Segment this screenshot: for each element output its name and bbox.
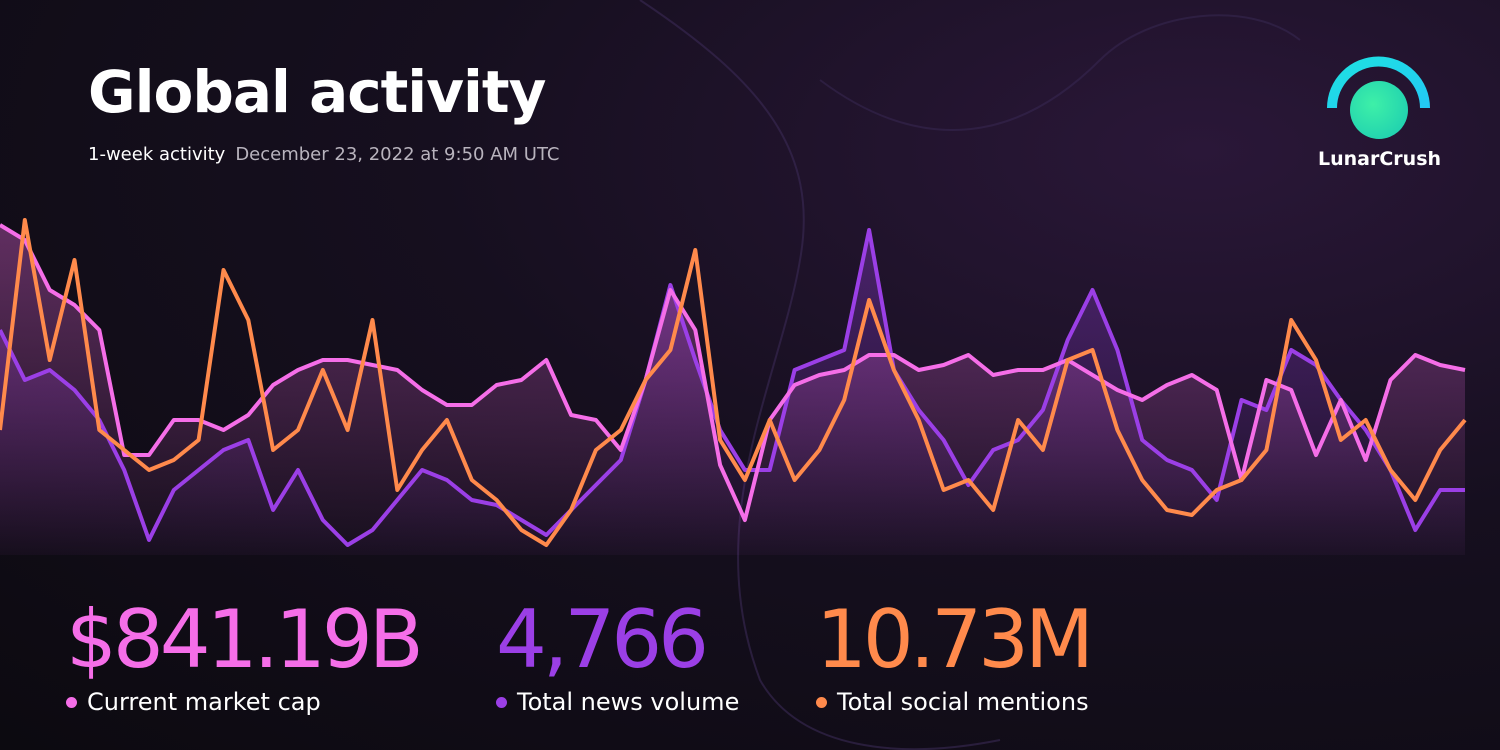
series-line bbox=[0, 218, 1467, 547]
brand: LunarCrush bbox=[1318, 148, 1442, 170]
decor-curve bbox=[639, 0, 1001, 750]
logo-moon bbox=[1350, 81, 1408, 139]
legend-entry: Total social mentions bbox=[816, 688, 1090, 716]
stat: 10.73M Total social mentions bbox=[816, 592, 1094, 716]
stat-value: 4,766 bbox=[496, 593, 709, 686]
area bbox=[0, 225, 1465, 555]
legend-dot bbox=[496, 696, 507, 708]
subtitle: 1-week activity December 23, 2022 at 9:50… bbox=[88, 144, 559, 165]
series-line bbox=[0, 228, 1465, 547]
timestamp: December 23, 2022 at 9:50 AM UTC bbox=[235, 144, 560, 165]
legend-dot bbox=[816, 696, 827, 708]
legend-dot bbox=[66, 696, 77, 708]
legend-entry: Current market cap bbox=[66, 688, 420, 716]
plot bbox=[0, 218, 1467, 555]
stat: 4,766 Total news volume bbox=[496, 592, 739, 716]
title: Global activity bbox=[88, 58, 546, 126]
stat: $841.19B Current market cap bbox=[66, 592, 424, 716]
legend-entry: Total news volume bbox=[496, 688, 739, 716]
stat-value: 10.73M bbox=[816, 593, 1094, 686]
logo-arc bbox=[1327, 56, 1430, 108]
decor-curve bbox=[819, 14, 1301, 131]
legend-label: Current market cap bbox=[87, 688, 321, 716]
stat-value: $841.19B bbox=[66, 593, 424, 686]
series-line bbox=[0, 223, 1466, 522]
period: 1-week activity bbox=[88, 144, 226, 165]
legend-label: Total social mentions bbox=[837, 688, 1089, 716]
legend-label: Total news volume bbox=[517, 688, 740, 716]
